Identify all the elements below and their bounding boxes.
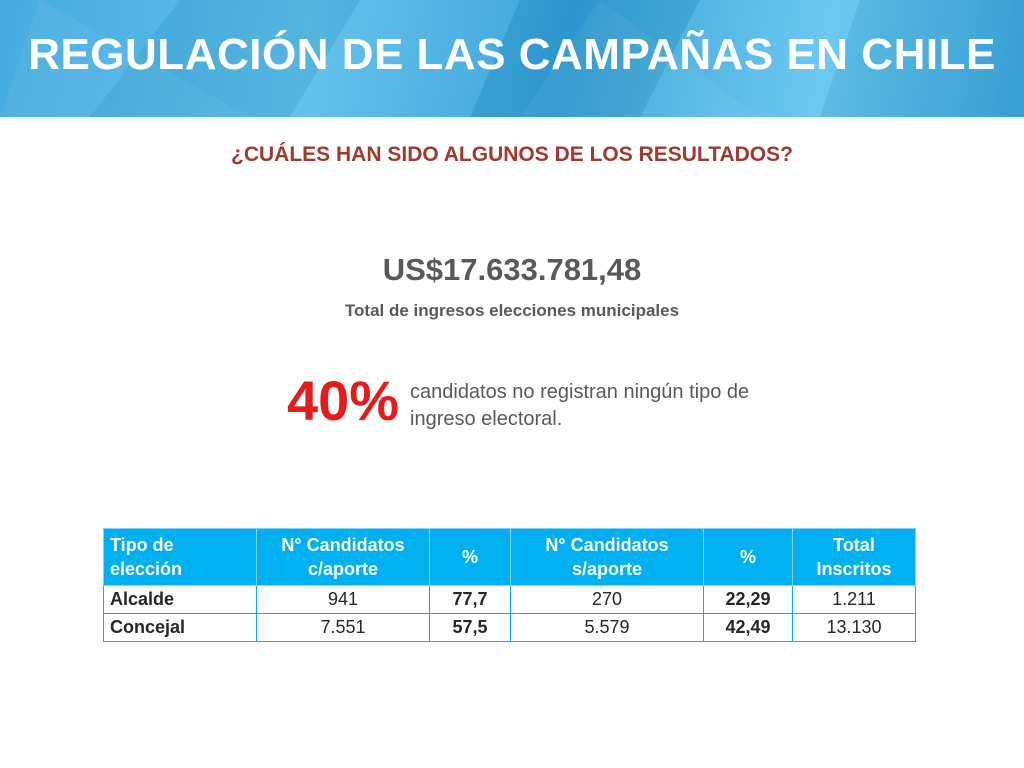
table-cell: Alcalde — [103, 585, 257, 614]
table-row: Alcalde 941 77,7 270 22,29 1.211 — [103, 585, 916, 614]
table-cell: 13.130 — [792, 613, 916, 642]
column-header: Tipo de elección — [103, 528, 257, 586]
section-subtitle: ¿CUÁLES HAN SIDO ALGUNOS DE LOS RESULTAD… — [231, 143, 793, 166]
stat-description: candidatos no registran ningún tipo de i… — [410, 381, 750, 430]
table-cell: 7.551 — [256, 613, 430, 642]
page-title: REGULACIÓN DE LAS CAMPAÑAS EN CHILE — [28, 30, 996, 79]
table-cell: Concejal — [103, 613, 257, 642]
table-cell: 1.211 — [792, 585, 916, 614]
column-header: Total Inscritos — [792, 528, 916, 586]
table-cell: 57,5 — [429, 613, 511, 642]
column-header: % — [703, 528, 793, 586]
table-cell: 941 — [256, 585, 430, 614]
table-cell: 5.579 — [510, 613, 704, 642]
table-cell: 42,49 — [703, 613, 793, 642]
column-header: N° Candidatos c/aporte — [256, 528, 430, 586]
income-amount: US$17.633.781,48 — [382, 252, 642, 287]
banner-pattern — [0, 0, 1024, 117]
results-table: Tipo de elección N° Candidatos c/aporte … — [103, 528, 916, 642]
table-row: Concejal 7.551 57,5 5.579 42,49 13.130 — [103, 613, 916, 642]
column-header: % — [429, 528, 511, 586]
column-header: N° Candidatos s/aporte — [510, 528, 704, 586]
table-cell: 22,29 — [703, 585, 793, 614]
income-caption: Total de ingresos elecciones municipales — [344, 301, 680, 320]
header-banner: REGULACIÓN DE LAS CAMPAÑAS EN CHILE — [0, 0, 1024, 117]
stat-percent: 40% — [287, 369, 400, 432]
table-cell: 77,7 — [429, 585, 511, 614]
table-header-row: Tipo de elección N° Candidatos c/aporte … — [103, 528, 916, 586]
table-cell: 270 — [510, 585, 704, 614]
